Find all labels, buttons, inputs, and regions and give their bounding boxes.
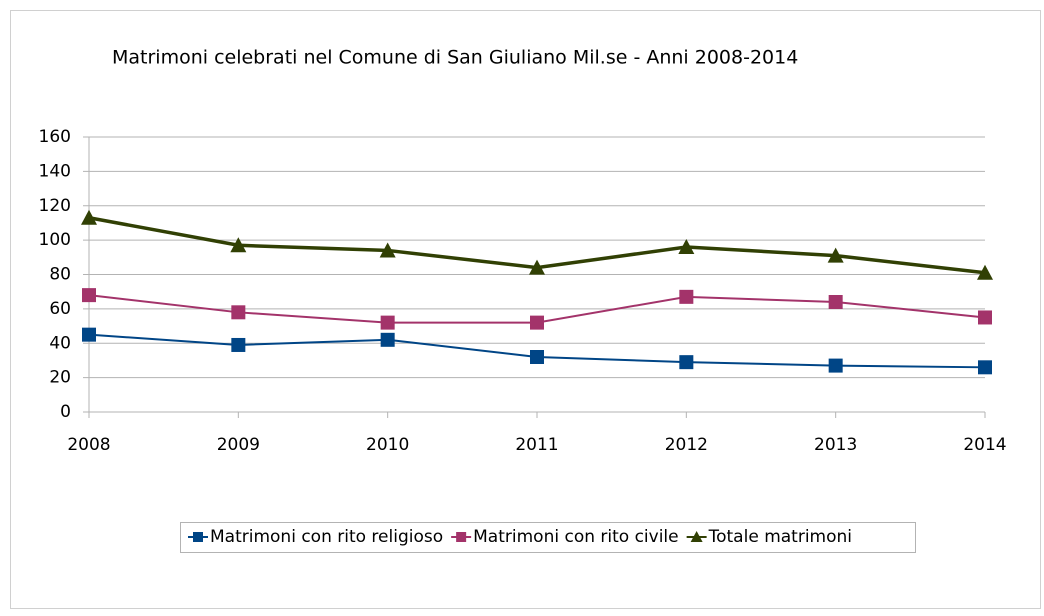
marker	[81, 209, 97, 225]
y-tick-label: 40	[49, 333, 71, 353]
marker	[380, 315, 395, 330]
y-tick-label: 160	[39, 127, 71, 147]
y-tick-label: 80	[49, 265, 71, 285]
marker	[828, 358, 843, 373]
chart-title: Matrimoni celebrati nel Comune di San Gi…	[112, 47, 798, 69]
marker	[379, 242, 396, 258]
y-tick-label: 60	[49, 299, 71, 319]
x-tick-label: 2014	[963, 435, 1006, 455]
legend-label: Matrimoni con rito civile	[473, 527, 678, 547]
legend-marker	[193, 532, 203, 542]
marker	[530, 350, 544, 364]
marker	[679, 355, 694, 370]
x-tick-label: 2010	[366, 435, 409, 455]
marker	[380, 332, 395, 347]
x-tick-label: 2012	[665, 435, 708, 455]
y-tick-label: 140	[39, 161, 71, 181]
y-tick-label: 20	[49, 368, 71, 388]
marker	[828, 295, 843, 309]
marker	[530, 315, 544, 330]
legend-marker	[690, 531, 703, 542]
y-tick-label: 120	[39, 196, 71, 216]
marker	[231, 337, 246, 352]
legend-label: Matrimoni con rito religioso	[210, 527, 443, 547]
marker	[977, 264, 993, 280]
marker	[827, 247, 844, 263]
legend-marker	[456, 532, 467, 542]
x-tick-label: 2008	[67, 435, 110, 455]
y-tick-label: 100	[39, 230, 71, 250]
legend-box	[180, 522, 916, 553]
marker	[82, 288, 96, 303]
marker	[231, 305, 246, 320]
marker	[230, 237, 247, 253]
x-tick-label: 2011	[515, 435, 558, 455]
marker	[678, 239, 695, 254]
y-tick-label: 0	[60, 402, 71, 422]
chart-frame	[10, 10, 1041, 609]
marker	[978, 310, 992, 325]
marker	[679, 289, 694, 304]
marker	[978, 360, 992, 375]
marker	[82, 327, 96, 342]
marker	[529, 259, 545, 275]
legend-label: Totale matrimoni	[708, 527, 852, 547]
x-tick-label: 2009	[217, 435, 260, 455]
x-tick-label: 2013	[814, 435, 857, 455]
